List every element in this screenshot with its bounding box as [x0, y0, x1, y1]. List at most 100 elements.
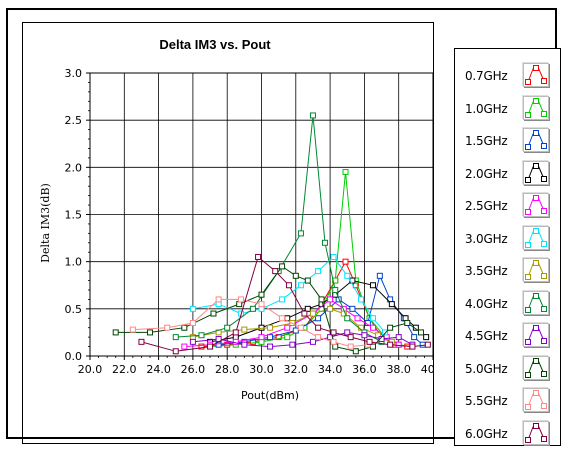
legend-swatch-icon [523, 193, 549, 217]
legend-swatch-icon [523, 128, 549, 152]
data-point [285, 282, 292, 289]
data-point [301, 310, 308, 317]
data-point [207, 343, 214, 350]
data-point [347, 343, 354, 350]
data-point [147, 329, 154, 336]
data-point [297, 324, 304, 331]
legend-swatch-icon [523, 323, 549, 347]
legend-marker-icon [525, 65, 547, 85]
data-point [315, 334, 322, 341]
data-point [292, 272, 299, 279]
legend-label: 5.0GHz [465, 361, 508, 376]
legend-item: 3.5GHz [455, 256, 560, 286]
data-point [349, 305, 356, 312]
legend-swatch-icon [523, 388, 549, 412]
legend-marker-icon [525, 390, 547, 410]
legend-item: 5.5GHz [455, 386, 560, 416]
data-point [330, 338, 337, 345]
legend-label: 1.0GHz [465, 101, 508, 116]
data-point [232, 329, 239, 336]
data-point [357, 296, 364, 303]
legend-swatch-icon [523, 160, 549, 185]
data-point [241, 341, 248, 348]
y-tick-label: 1.0 [65, 256, 83, 269]
y-tick-label: 2.5 [65, 114, 83, 127]
data-point [249, 305, 256, 312]
data-point [181, 343, 188, 350]
legend-label: 1.5GHz [465, 134, 508, 148]
data-point [279, 315, 286, 322]
legend-item: 4.0GHz [455, 289, 560, 319]
data-point [304, 305, 311, 312]
legend-item: 6.0GHz [455, 419, 560, 449]
x-tick-label: 34.0 [318, 363, 343, 376]
grid [89, 72, 434, 357]
data-point [258, 334, 265, 341]
legend-item: 4.5GHz [455, 321, 560, 351]
data-point [297, 282, 304, 289]
x-tick-label: 30.0 [249, 363, 274, 376]
data-point [411, 334, 418, 341]
y-tick-label: 0.5 [65, 303, 83, 316]
data-point [387, 324, 394, 331]
legend-item: 1.0GHz [455, 94, 560, 124]
data-point [366, 338, 373, 345]
legend-marker-icon [525, 130, 547, 150]
data-point [181, 324, 188, 331]
legend-item: 3.0GHz [455, 224, 560, 254]
y-tick-label: 2.0 [65, 161, 83, 174]
data-point [369, 324, 376, 331]
data-point [369, 315, 376, 322]
legend-label: 3.5GHz [465, 264, 508, 278]
data-point [424, 341, 431, 348]
data-point [258, 301, 265, 308]
data-point [272, 268, 279, 275]
legend-marker-icon [525, 260, 547, 280]
data-point [327, 296, 334, 303]
legend-label: 3.0GHz [465, 231, 508, 246]
data-point [279, 296, 286, 303]
legend-label: 4.5GHz [465, 329, 508, 343]
x-tick-label: 22.0 [112, 363, 137, 376]
data-point [376, 272, 383, 279]
data-point [189, 319, 196, 326]
data-point [342, 258, 349, 265]
x-tick-label: 26.0 [181, 363, 206, 376]
data-point [388, 301, 395, 308]
data-point [267, 324, 274, 331]
data-point [315, 268, 322, 275]
legend-item: 2.0GHz [455, 159, 560, 189]
x-tick-label: 24.0 [146, 363, 171, 376]
data-point [198, 332, 205, 339]
legend-label: 5.5GHz [465, 394, 508, 408]
data-point [164, 324, 171, 331]
data-point [304, 277, 311, 284]
data-point [279, 263, 286, 270]
legend-marker-icon [525, 357, 547, 378]
data-point [330, 329, 337, 336]
data-point [172, 334, 179, 341]
data-point [255, 253, 262, 260]
data-point [347, 334, 354, 341]
legend-swatch-icon [523, 290, 549, 315]
data-point [369, 282, 376, 289]
data-point [327, 305, 334, 312]
legend-swatch-icon [523, 95, 549, 120]
data-point [267, 334, 274, 341]
legend-label: 4.0GHz [465, 296, 508, 311]
data-point [423, 334, 430, 341]
legend-item: 2.5GHz [455, 191, 560, 221]
data-point [210, 310, 217, 317]
plot-panel: Delta IM3 vs. Pout Pout(dBm) Delta IM3(d… [22, 22, 435, 444]
data-point [258, 291, 265, 298]
series-layer [112, 112, 431, 355]
y-tick-label: 3.0 [65, 67, 83, 80]
x-axis-label: Pout(dBm) [241, 389, 299, 402]
legend-item: 5.0GHz [455, 354, 560, 384]
y-tick-label: 1.5 [65, 209, 83, 222]
legend-marker-icon [525, 97, 547, 118]
legend-label: 2.0GHz [465, 166, 508, 181]
legend-swatch-icon [523, 420, 549, 445]
data-point [387, 341, 394, 348]
legend-marker-icon [525, 162, 547, 183]
